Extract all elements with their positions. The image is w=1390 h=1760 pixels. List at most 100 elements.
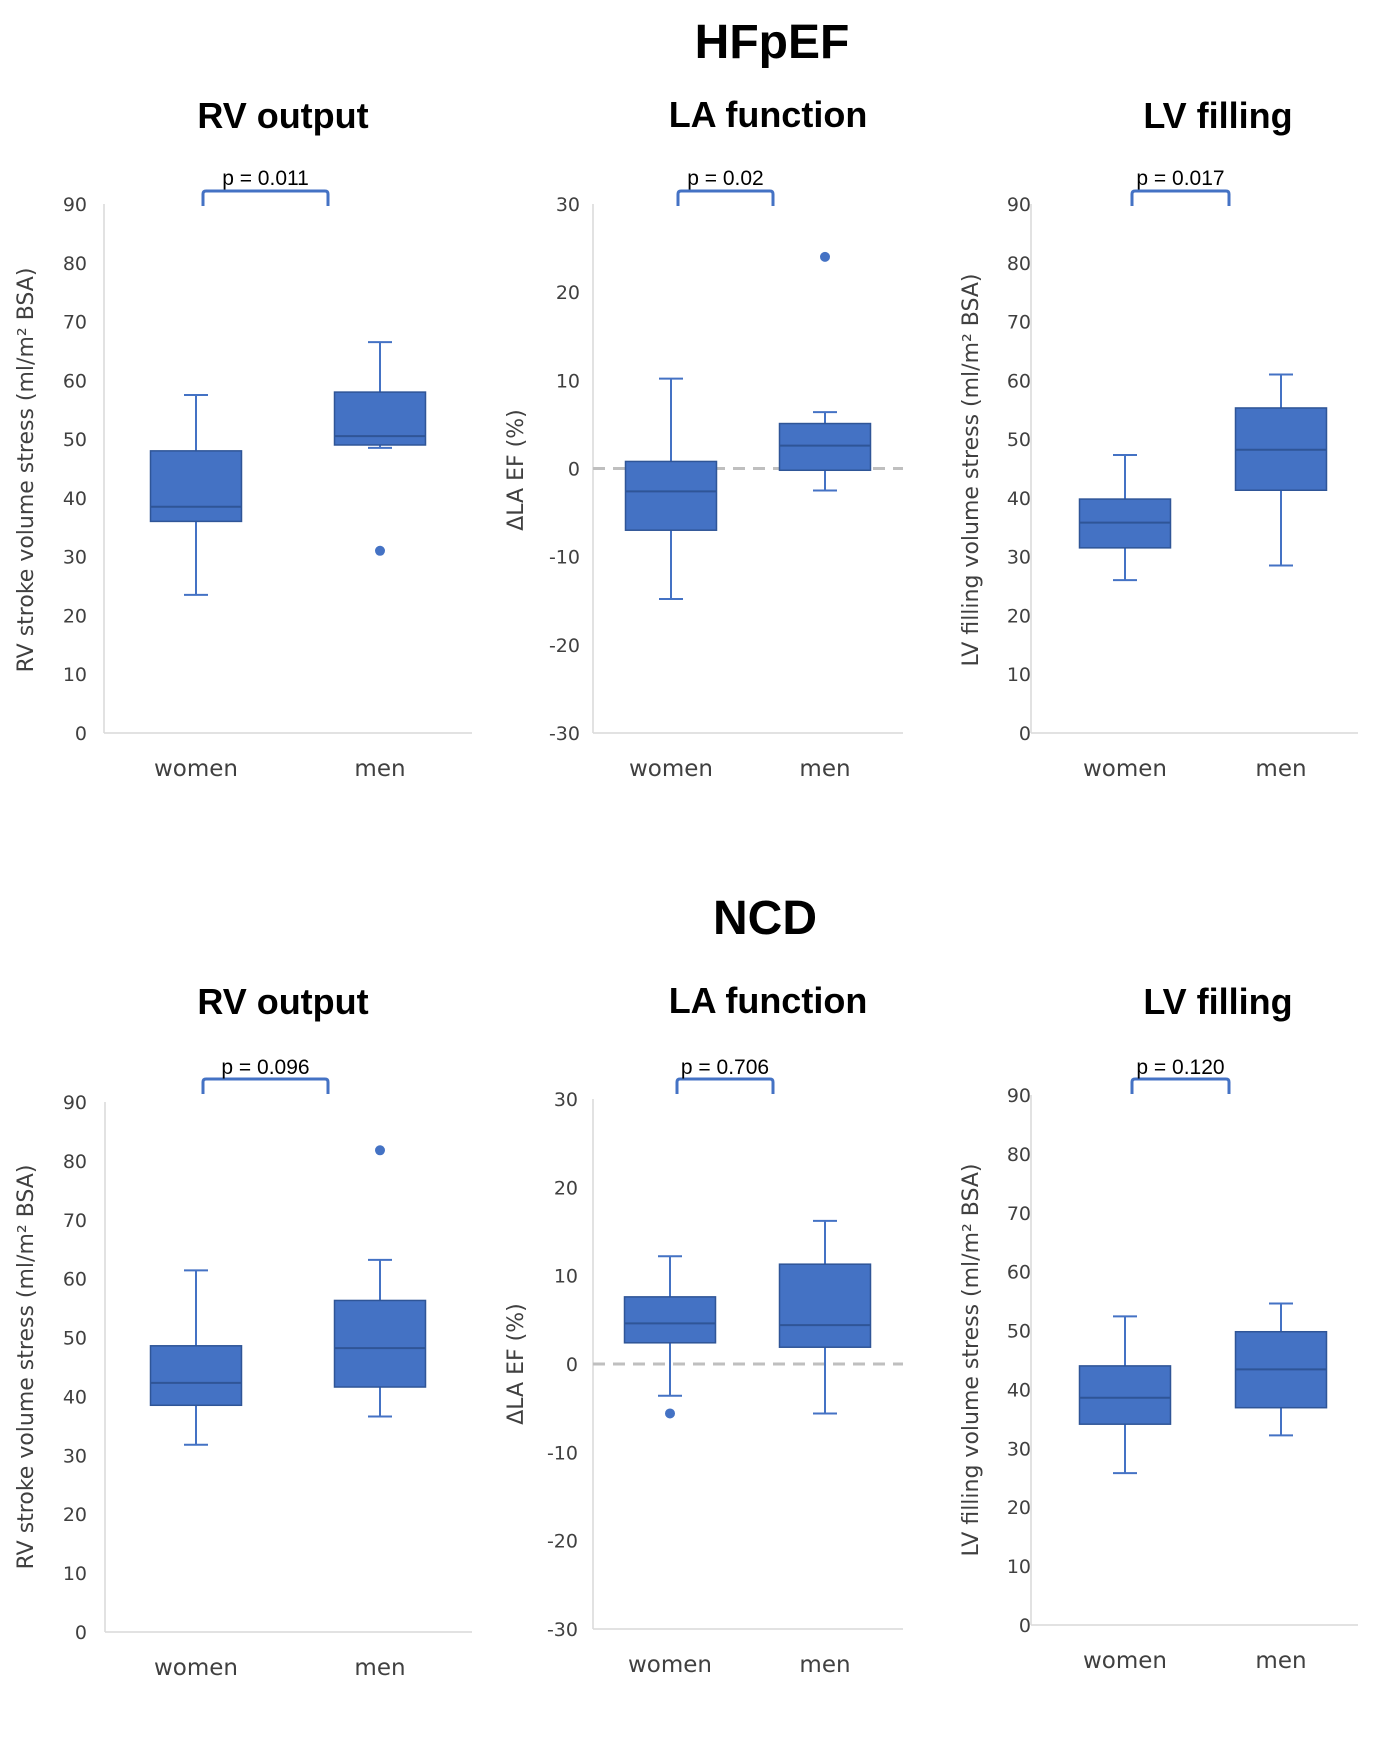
x-category-label-men: men: [799, 756, 850, 782]
panel-hfpef-rv-output: RV output 0 10 20 30 40 50 60 70 80 90 RV stroke vo…: [14, 95, 472, 782]
box-men: [333, 1145, 427, 1418]
y-tick-label: 70: [63, 312, 87, 334]
y-axis-label: ΔLA EF (%): [504, 1303, 529, 1424]
y-tick-label: -10: [547, 1442, 578, 1464]
group-title-ncd: NCD: [713, 892, 817, 945]
y-tick-label: 20: [556, 282, 580, 304]
y-tick-label: 50: [1007, 429, 1031, 451]
x-category-label-men: men: [354, 1655, 405, 1681]
box-women: [624, 377, 718, 600]
box-women: [149, 1269, 243, 1446]
y-tick-label: 90: [1007, 194, 1031, 216]
box-iqr: [333, 1299, 427, 1388]
y-tick-label: 30: [63, 1445, 87, 1467]
y-tick-label: 40: [1007, 488, 1031, 510]
x-category-label-women: women: [629, 756, 713, 782]
y-tick-label: 10: [63, 1563, 87, 1585]
box-iqr: [624, 460, 718, 531]
y-tick-label: 20: [63, 605, 87, 627]
outlier-point: [820, 251, 830, 262]
y-tick-label: 80: [1007, 1144, 1031, 1166]
y-tick-label: 0: [75, 723, 87, 745]
panel-title: RV output: [197, 981, 368, 1022]
y-tick-label: 20: [1007, 605, 1031, 627]
y-tick-label: 80: [63, 253, 87, 275]
p-value-label: p = 0.02: [687, 167, 763, 190]
box-women: [1078, 453, 1172, 582]
panel-hfpef-lv-filling: LV filling 0 10 20 30 40 50 60 70 80 90 LV filling …: [959, 95, 1358, 782]
p-value-label: p = 0.096: [221, 1056, 309, 1079]
y-tick-label: -30: [547, 1619, 578, 1641]
y-tick-label: 70: [1007, 1203, 1031, 1225]
panel-hfpef-la-function: LA function -30 -20 -10 0 10 20 30 ΔLA EF (%) wom…: [504, 94, 903, 782]
box-iqr: [778, 1263, 872, 1348]
box-men: [333, 341, 427, 556]
y-tick-label: 80: [63, 1151, 87, 1173]
box-iqr: [623, 1296, 717, 1344]
y-tick-label: 90: [1007, 1085, 1031, 1107]
y-tick-label: 60: [1007, 1262, 1031, 1284]
x-category-label-women: women: [628, 1652, 712, 1678]
y-tick-label: 20: [1007, 1497, 1031, 1519]
y-tick-label: 0: [75, 1622, 87, 1644]
x-category-label-men: men: [354, 756, 405, 782]
y-axis-label: RV stroke volume stress (ml/m² BSA): [14, 1165, 39, 1570]
outlier-point: [665, 1408, 675, 1419]
y-tick-label: 50: [1007, 1321, 1031, 1343]
box-women: [149, 394, 243, 596]
y-tick-label: 0: [566, 1354, 578, 1376]
y-tick-label: 10: [1007, 1556, 1031, 1578]
x-category-label-men: men: [1255, 756, 1306, 782]
y-tick-label: 30: [1007, 547, 1031, 569]
significance-bracket: [675, 1077, 775, 1094]
box-men: [1234, 1302, 1328, 1437]
box-men: [1234, 373, 1328, 567]
y-tick-label: 0: [568, 459, 580, 481]
panel-title: LV filling: [1143, 981, 1292, 1022]
y-axis-label: LV filling volume stress (ml/m² BSA): [959, 273, 984, 666]
y-axis-label: ΔLA EF (%): [504, 409, 529, 530]
significance-bracket: [676, 189, 775, 206]
panel-ncd-rv-output: RV output 0 10 20 30 40 50 60 70 80 90 RV stroke vo…: [14, 981, 472, 1681]
y-tick-label: 90: [63, 194, 87, 216]
box-iqr: [149, 1345, 243, 1407]
significance-bracket: [201, 1077, 330, 1094]
y-tick-label: 10: [1007, 664, 1031, 686]
y-tick-label: 50: [63, 1328, 87, 1350]
box-women: [1078, 1315, 1172, 1475]
box-men: [778, 251, 872, 492]
y-tick-label: 10: [63, 664, 87, 686]
box-iqr: [778, 422, 872, 472]
y-tick-label: 60: [63, 370, 87, 392]
y-tick-label: 60: [63, 1269, 87, 1291]
y-tick-label: 70: [63, 1210, 87, 1232]
x-category-label-men: men: [1255, 1648, 1306, 1674]
p-value-label: p = 0.011: [222, 167, 309, 190]
y-tick-label: 30: [556, 194, 580, 216]
y-tick-label: -20: [549, 635, 580, 657]
box-iqr: [1078, 1365, 1172, 1425]
y-tick-label: 0: [1019, 723, 1031, 745]
x-category-label-men: men: [799, 1652, 850, 1678]
y-tick-label: 30: [1007, 1438, 1031, 1460]
x-category-label-women: women: [154, 1655, 238, 1681]
p-value-label: p = 0.017: [1136, 167, 1224, 190]
chart-panels: RV output 0 10 20 30 40 50 60 70 80 90 RV stroke vo…: [14, 94, 1358, 1681]
y-tick-label: 10: [554, 1266, 578, 1288]
significance-bracket: [201, 189, 330, 206]
y-tick-label: 40: [63, 1386, 87, 1408]
y-axis-label: RV stroke volume stress (ml/m² BSA): [14, 268, 39, 673]
y-tick-label: 90: [63, 1092, 87, 1114]
group-title-hfpef: HFpEF: [695, 16, 850, 69]
panel-ncd-lv-filling: LV filling 0 10 20 30 40 50 60 70 80 90 LV filling …: [959, 981, 1358, 1674]
panel-title: RV output: [197, 95, 368, 136]
significance-bracket: [1130, 189, 1231, 206]
y-tick-label: -20: [547, 1531, 578, 1553]
p-value-label: p = 0.120: [1136, 1056, 1224, 1079]
y-tick-label: -10: [549, 547, 580, 569]
panel-title: LA function: [669, 980, 868, 1021]
x-category-label-women: women: [1083, 756, 1167, 782]
y-tick-label: 50: [63, 429, 87, 451]
p-value-label: p = 0.706: [681, 1056, 769, 1079]
